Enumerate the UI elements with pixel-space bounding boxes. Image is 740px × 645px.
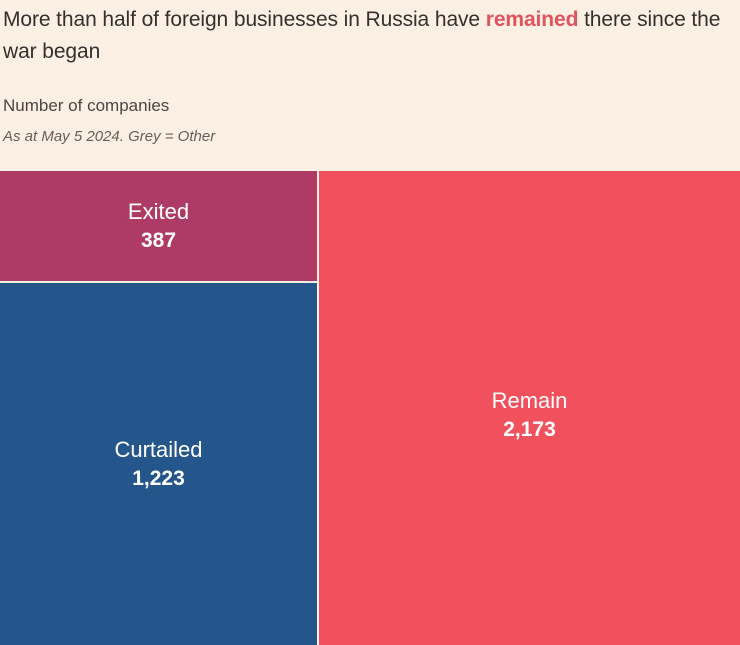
exited-label-group: Exited 387 (128, 197, 189, 255)
chart-title-highlight: remained (485, 8, 579, 31)
exited-value: 387 (140, 229, 177, 252)
curtailed-value: 1,223 (132, 467, 185, 490)
chart-title-before: More than half of foreign businesses in … (3, 8, 486, 31)
chart-title-after: there since the war began (3, 8, 721, 63)
exited-label: Exited (127, 199, 190, 224)
chart-subtitle: Number of companies (3, 96, 170, 115)
chart-source-note: As at May 5 2024. Grey = Other (3, 128, 216, 145)
treemap-left-column: Exited 387 Curtailed 1,223 (0, 171, 317, 645)
remain-label-group: Remain 2,173 (492, 386, 568, 444)
chart-header: More than half of foreign businesses in … (0, 0, 740, 171)
remain-value: 2,173 (503, 418, 556, 441)
curtailed-label-group: Curtailed 1,223 (114, 435, 202, 493)
treemap-block-curtailed: Curtailed 1,223 (0, 283, 317, 645)
chart-title: More than half of foreign businesses in … (3, 4, 734, 68)
remain-label: Remain (491, 388, 568, 413)
treemap-block-exited: Exited 387 (0, 171, 317, 281)
treemap-block-remain: Remain 2,173 (319, 171, 740, 645)
treemap-chart: Exited 387 Curtailed 1,223 Remain 2,173 (0, 171, 740, 645)
curtailed-label: Curtailed (114, 437, 203, 462)
